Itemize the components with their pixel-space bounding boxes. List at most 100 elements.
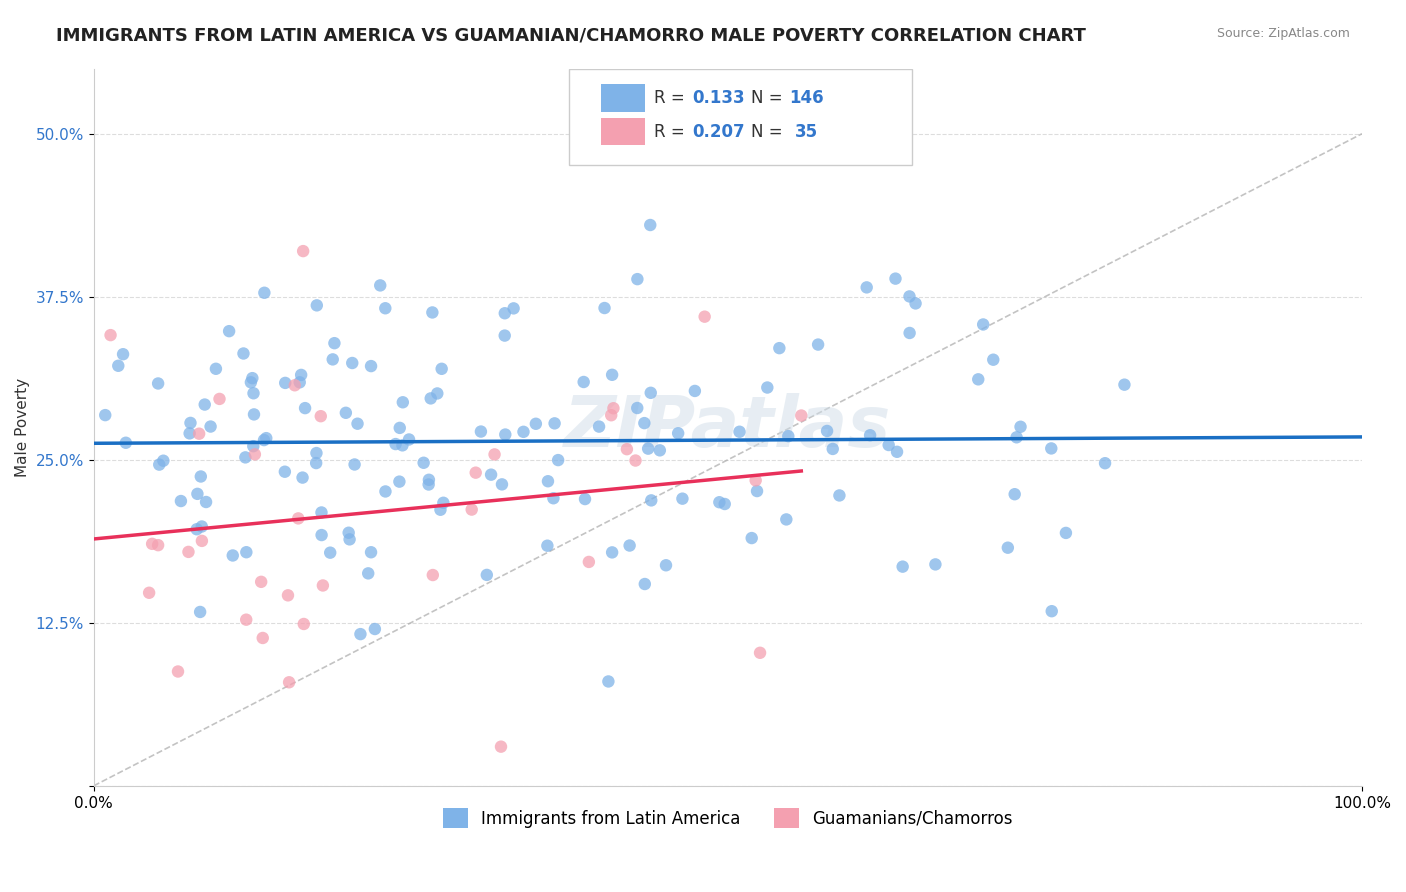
Point — [305, 446, 328, 460]
Point — [460, 502, 482, 516]
Point — [924, 558, 946, 572]
Y-axis label: Male Poverty: Male Poverty — [15, 377, 30, 476]
Point — [543, 491, 565, 506]
Point — [494, 328, 516, 343]
Point — [292, 244, 315, 258]
Point — [1054, 525, 1077, 540]
Point — [100, 328, 122, 343]
Point — [253, 285, 276, 300]
Point — [512, 425, 534, 439]
Point — [891, 559, 914, 574]
Point — [374, 301, 396, 316]
Point — [243, 408, 266, 422]
Point — [191, 519, 214, 533]
Point — [981, 352, 1004, 367]
Point — [235, 613, 257, 627]
Point — [1094, 456, 1116, 470]
Point — [807, 337, 830, 351]
Point — [619, 539, 641, 553]
Point — [430, 361, 453, 376]
Point — [291, 470, 314, 484]
Point — [311, 528, 333, 542]
Point — [593, 301, 616, 315]
Text: N =: N = — [751, 122, 787, 141]
Point — [312, 578, 335, 592]
Point — [536, 539, 558, 553]
Point — [419, 392, 441, 406]
Point — [146, 376, 169, 391]
Point — [292, 617, 315, 632]
Point — [186, 522, 208, 536]
Point — [634, 577, 657, 591]
Point — [384, 437, 406, 451]
Point — [491, 477, 513, 491]
Point — [1040, 604, 1063, 618]
Point — [138, 586, 160, 600]
Point — [422, 305, 444, 319]
Point — [537, 475, 560, 489]
Point — [412, 456, 434, 470]
Text: 146: 146 — [789, 89, 824, 107]
Point — [391, 438, 413, 452]
Point — [398, 433, 420, 447]
Point — [191, 533, 214, 548]
Point — [543, 417, 565, 431]
Point — [1010, 419, 1032, 434]
Point — [741, 531, 763, 545]
Point — [600, 545, 623, 559]
Point — [374, 484, 396, 499]
Point — [235, 545, 257, 559]
Point — [94, 408, 117, 422]
Point — [470, 425, 492, 439]
Point — [997, 541, 1019, 555]
Point — [633, 416, 655, 430]
Point — [200, 419, 222, 434]
Text: 0.207: 0.207 — [692, 122, 745, 141]
Point — [342, 356, 364, 370]
Point — [284, 378, 307, 392]
Point — [821, 442, 844, 456]
Point — [775, 512, 797, 526]
Point — [179, 426, 201, 441]
Point — [713, 497, 735, 511]
Point — [494, 427, 516, 442]
FancyBboxPatch shape — [569, 69, 911, 165]
Point — [177, 545, 200, 559]
Point — [253, 433, 276, 447]
Point — [319, 546, 342, 560]
Point — [243, 447, 266, 461]
Point — [626, 272, 648, 286]
Point — [640, 493, 662, 508]
Point — [671, 491, 693, 506]
Point — [287, 511, 309, 525]
Point — [972, 318, 994, 332]
Point — [638, 218, 661, 232]
Point — [305, 298, 328, 312]
Point — [877, 438, 900, 452]
Point — [343, 458, 366, 472]
Point — [170, 494, 193, 508]
Point — [418, 477, 440, 491]
Point — [600, 368, 623, 382]
Point — [728, 425, 751, 439]
Point — [744, 474, 766, 488]
Point — [859, 428, 882, 442]
Point — [311, 506, 333, 520]
Point — [429, 502, 451, 516]
Point — [112, 347, 135, 361]
Point — [418, 473, 440, 487]
Text: R =: R = — [654, 122, 690, 141]
Point — [322, 352, 344, 367]
Point — [190, 469, 212, 483]
Point — [195, 495, 218, 509]
Point — [756, 380, 779, 394]
Point — [1005, 430, 1028, 444]
Point — [277, 588, 299, 602]
Point — [778, 429, 800, 443]
Point — [683, 384, 706, 398]
Text: R =: R = — [654, 89, 690, 107]
FancyBboxPatch shape — [602, 118, 645, 145]
Point — [884, 271, 907, 285]
Point — [547, 453, 569, 467]
Point — [290, 368, 312, 382]
